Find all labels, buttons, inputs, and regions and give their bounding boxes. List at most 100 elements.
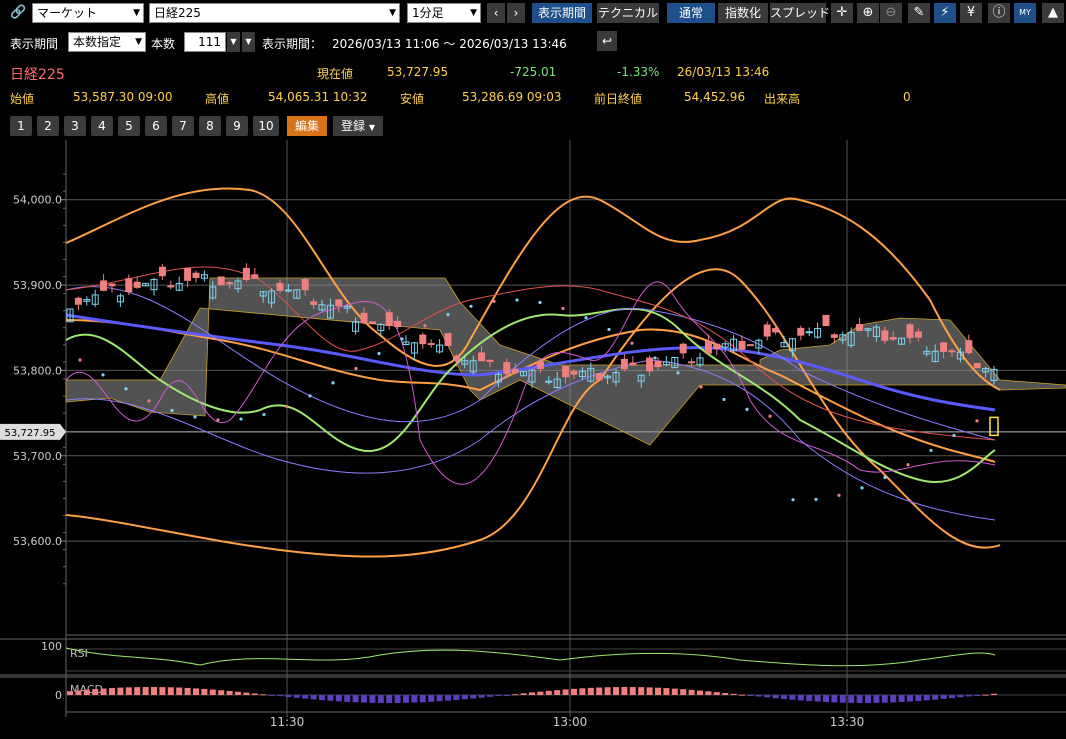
macd-bar [781, 695, 787, 699]
macd-bar [982, 694, 989, 696]
macd-bar [705, 691, 712, 695]
chart-type-icon[interactable]: ⚡ [934, 3, 956, 23]
page-button-5[interactable]: 5 [118, 116, 140, 136]
mode-select[interactable]: 本数指定 ▼ [68, 32, 146, 52]
link-icon[interactable]: 🔗 [10, 5, 27, 20]
candle-body [587, 367, 595, 382]
candle-body [200, 274, 208, 279]
crosshair-icon[interactable]: ✛ [831, 3, 853, 23]
macd-bar [470, 695, 477, 699]
edit-button[interactable]: 編集 [287, 116, 327, 136]
macd-bar [772, 695, 779, 699]
sar-dot [124, 387, 128, 391]
macd-tick-label: 0 [55, 689, 62, 702]
sar-dot [653, 356, 657, 360]
my-icon[interactable]: MY [1014, 3, 1036, 23]
prev-button[interactable]: ‹ [487, 3, 505, 23]
zoom-out-icon[interactable]: ⊖ [880, 3, 902, 23]
macd-bar [319, 695, 325, 701]
normal-button[interactable]: 通常 [667, 3, 715, 23]
market-select[interactable]: マーケット ▼ [32, 3, 144, 23]
macd-bar [142, 687, 149, 695]
spread-button[interactable]: スプレッド [770, 3, 830, 23]
candle-body [864, 328, 872, 331]
symbol-select[interactable]: 日経225 ▼ [149, 3, 400, 23]
candle-body [898, 337, 906, 345]
page-button-1[interactable]: 1 [10, 116, 32, 136]
macd-bar [831, 695, 838, 703]
count-stepper-up[interactable]: ▼ [242, 32, 255, 52]
next-button[interactable]: › [507, 3, 525, 23]
candle-body [595, 373, 603, 381]
info-icon[interactable]: ⓘ [988, 3, 1010, 23]
candle-body [419, 334, 427, 345]
display-period-button[interactable]: 表示期間 [532, 3, 592, 23]
sar-dot [630, 341, 634, 345]
macd-bar [529, 692, 535, 695]
area-chart-icon[interactable]: ▲ [1042, 3, 1064, 23]
zoom-in-icon[interactable]: ⊕ [857, 3, 879, 23]
chevron-down-icon: ▼ [133, 8, 140, 18]
candle-body [511, 368, 519, 374]
count-stepper-down[interactable]: ▼ [227, 32, 240, 52]
rsi-line [65, 647, 996, 667]
count-input[interactable]: 111 [184, 32, 226, 52]
macd-bar [621, 687, 628, 695]
page-button-4[interactable]: 4 [91, 116, 113, 136]
macd-bar [386, 695, 393, 703]
macd-bar [218, 690, 225, 695]
page-button-9[interactable]: 9 [226, 116, 248, 136]
candlesticks [66, 263, 999, 437]
page-button-3[interactable]: 3 [64, 116, 86, 136]
candle-body [343, 306, 351, 309]
macd-bar [394, 695, 401, 703]
candle-body [427, 343, 435, 346]
sar-dot [239, 417, 243, 421]
macd-bar [739, 694, 745, 696]
current-label: 現在値 [317, 67, 354, 81]
index-button[interactable]: 指数化 [718, 3, 768, 23]
sar-dot [699, 385, 703, 389]
macd-bar [209, 689, 216, 695]
technical-button[interactable]: テクニカル [597, 3, 659, 23]
interval-select[interactable]: 1分足 ▼ [407, 3, 481, 23]
candle-body [150, 278, 158, 291]
macd-bar [201, 688, 208, 695]
macd-bar [453, 695, 460, 700]
candle-body [940, 342, 948, 352]
price-chart[interactable]: 53,727.95 54,000.0 53,900.0 53,800.0 53,700… [0, 140, 1066, 739]
yen-icon[interactable]: ¥ [960, 3, 982, 23]
reset-icon[interactable]: ↩ [597, 31, 617, 51]
candle-body [335, 299, 343, 307]
candle-body [830, 334, 838, 338]
register-button[interactable]: 登録 ▼ [333, 116, 383, 136]
page-button-7[interactable]: 7 [172, 116, 194, 136]
page-button-2[interactable]: 2 [37, 116, 59, 136]
macd-bar [243, 692, 250, 695]
ichimoku-lagging-span [65, 281, 996, 485]
macd-bar [646, 687, 653, 695]
candle-body [116, 295, 124, 303]
macd-bar [268, 695, 275, 696]
macd-bar [806, 695, 813, 702]
macd-bar [671, 688, 678, 695]
sar-dot [722, 397, 726, 402]
candle-body [452, 355, 460, 361]
macd-bar [361, 695, 367, 703]
sar-dot [768, 414, 772, 418]
latest-candle-highlight [989, 416, 999, 437]
candle-body [133, 281, 141, 288]
sar-dot [469, 304, 473, 308]
pencil-icon[interactable]: ✎ [908, 3, 930, 23]
macd-bar [881, 695, 888, 703]
page-button-8[interactable]: 8 [199, 116, 221, 136]
macd-bar [100, 688, 107, 695]
macd-bar [873, 695, 880, 703]
candle-body [91, 294, 99, 305]
page-button-10[interactable]: 10 [253, 116, 279, 136]
candle-body [83, 299, 91, 302]
candle-body [578, 370, 586, 377]
chevron-down-icon: ▼ [389, 8, 396, 18]
page-button-6[interactable]: 6 [145, 116, 167, 136]
candle-body [226, 282, 234, 285]
